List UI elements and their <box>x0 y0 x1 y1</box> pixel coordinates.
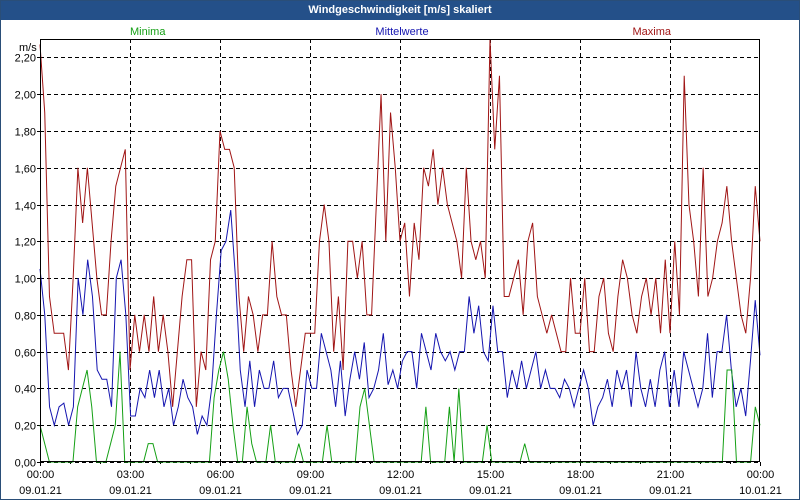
y-tick-label: 1,40 <box>15 201 36 213</box>
x-tick-time: 00:00 <box>27 469 55 481</box>
x-tick-date: 09.01.21 <box>649 485 692 497</box>
y-tick-label: 1,60 <box>15 164 36 176</box>
y-tick-label: 1,00 <box>15 274 36 286</box>
x-tick-date: 09.01.21 <box>559 485 602 497</box>
y-tick-label: 2,20 <box>15 53 36 65</box>
y-tick-label: 0,20 <box>15 421 36 433</box>
x-tick-date: 10.01.21 <box>739 485 782 497</box>
legend-minima: Minima <box>130 26 166 38</box>
legend-maxima: Maxima <box>632 26 671 38</box>
y-tick-label: 1,80 <box>15 127 36 139</box>
x-tick-time: 15:00 <box>477 469 505 481</box>
x-tick-date: 09.01.21 <box>199 485 242 497</box>
y-tick-label: 0,40 <box>15 384 36 396</box>
y-axis-label: m/s <box>19 42 37 54</box>
x-tick-time: 18:00 <box>567 469 595 481</box>
x-tick-date: 09.01.21 <box>19 485 62 497</box>
x-tick-time: 09:00 <box>297 469 325 481</box>
y-tick-label: 0,60 <box>15 348 36 360</box>
x-tick-time: 21:00 <box>657 469 685 481</box>
y-tick-label: 0,80 <box>15 311 36 323</box>
y-tick-label: 0,00 <box>15 458 36 470</box>
x-tick-date: 09.01.21 <box>469 485 512 497</box>
window-title: Windgeschwindigkeit [m/s] skaliert <box>1 1 799 20</box>
plot-border <box>40 39 760 462</box>
series-line-mittelwerte <box>39 209 761 436</box>
x-tick-time: 06:00 <box>207 469 235 481</box>
x-tick-time: 00:00 <box>747 469 775 481</box>
y-tick-label: 1,20 <box>15 237 36 249</box>
legend-mittelwerte: Mittelwerte <box>375 26 428 38</box>
x-tick-time: 12:00 <box>387 469 415 481</box>
x-tick-time: 03:00 <box>117 469 145 481</box>
y-tick-label: 2,00 <box>15 90 36 102</box>
series-line-maxima <box>39 38 761 407</box>
x-tick-date: 09.01.21 <box>289 485 332 497</box>
x-tick-date: 09.01.21 <box>379 485 422 497</box>
x-tick-date: 09.01.21 <box>109 485 152 497</box>
